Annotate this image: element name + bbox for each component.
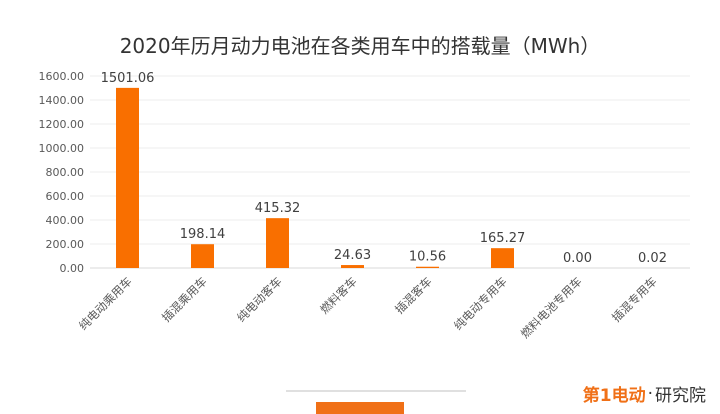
category-label: 燃料客车 bbox=[317, 274, 359, 316]
bar bbox=[416, 266, 439, 268]
data-label: 165.27 bbox=[480, 231, 526, 246]
y-tick-label: 1600.00 bbox=[39, 70, 85, 83]
y-axis-ticks: 0.00 200.00 400.00 600.00 800.00 1000.00 1200.… bbox=[39, 70, 85, 275]
bar bbox=[266, 218, 289, 268]
y-tick-label: 600.00 bbox=[46, 190, 85, 203]
data-label: 0.02 bbox=[638, 251, 667, 266]
brand-suffix: 研究院 bbox=[655, 386, 706, 406]
brand-watermark: 第1电动 · 研究院 bbox=[582, 381, 706, 407]
y-tick-label: 1000.00 bbox=[39, 142, 85, 155]
bars bbox=[116, 87, 664, 268]
category-label: 插混专用车 bbox=[609, 274, 660, 325]
category-label: 纯电动客车 bbox=[234, 274, 285, 325]
data-label: 1501.06 bbox=[101, 71, 155, 86]
y-tick-label: 1200.00 bbox=[39, 118, 85, 131]
brand-separator: · bbox=[647, 383, 653, 404]
bar bbox=[191, 244, 214, 268]
bar bbox=[116, 87, 139, 268]
category-labels: 纯电动乘用车 插混乘用车 纯电动客车 燃料客车 插混客车 纯电动专用车 燃料电池专用车 插混专… bbox=[76, 274, 660, 341]
category-label: 燃料电池专用车 bbox=[518, 274, 585, 341]
y-tick-label: 1400.00 bbox=[39, 94, 85, 107]
brand-logo: 第1电动 bbox=[582, 386, 646, 406]
data-label: 198.14 bbox=[180, 227, 226, 242]
y-tick-label: 200.00 bbox=[46, 238, 85, 251]
category-label: 插混客车 bbox=[392, 274, 434, 316]
category-label: 纯电动专用车 bbox=[451, 274, 510, 333]
bar bbox=[491, 248, 514, 268]
chart-title: 2020年历月动力电池在各类用车中的搭载量（MWh） bbox=[119, 34, 601, 58]
data-label: 415.32 bbox=[255, 201, 301, 216]
category-label: 纯电动乘用车 bbox=[76, 274, 135, 333]
data-label: 24.63 bbox=[334, 248, 371, 263]
category-label: 插混乘用车 bbox=[159, 274, 210, 325]
gridlines bbox=[90, 75, 690, 269]
bottom-divider bbox=[286, 390, 466, 392]
y-tick-label: 0.00 bbox=[60, 262, 85, 275]
data-label: 10.56 bbox=[409, 250, 446, 265]
data-label: 0.00 bbox=[563, 251, 592, 266]
y-tick-label: 400.00 bbox=[46, 214, 85, 227]
bottom-accent-bar bbox=[316, 402, 404, 414]
bar bbox=[341, 265, 364, 268]
data-labels: 1501.06 198.14 415.32 24.63 10.56 165.27 0.00 0… bbox=[101, 71, 667, 266]
y-tick-label: 800.00 bbox=[46, 166, 85, 179]
